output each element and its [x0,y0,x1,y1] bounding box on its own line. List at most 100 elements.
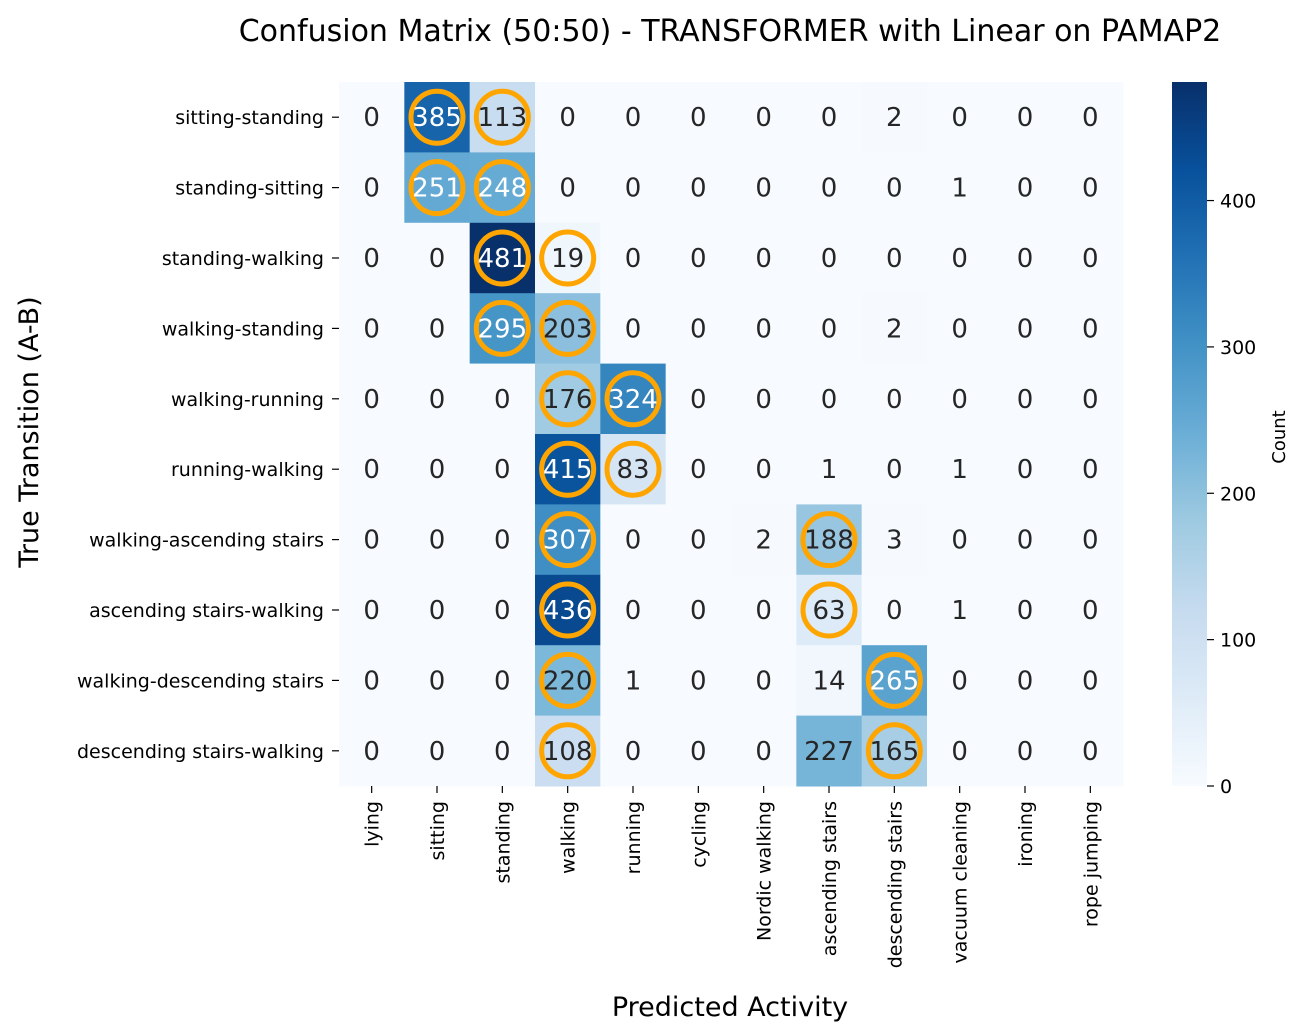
highlight-circle [473,299,531,357]
highlight-circle [408,159,466,217]
heatmap-cell [665,82,732,153]
cell-value-label: 0 [1017,174,1034,204]
cell-value-label: 0 [886,596,903,626]
cell-value-label: 0 [951,385,968,415]
colorbar-label: Count [1269,410,1290,463]
heatmap-cell [339,222,405,294]
heatmap-cell [861,363,928,435]
x-tick-label: ascending stairs [819,801,841,956]
highlight-circle [473,229,531,287]
heatmap-cell [861,152,928,224]
heatmap-cell [992,152,1059,224]
cell-value-label: 0 [886,244,903,274]
highlight-circle [800,511,858,569]
heatmap-cell [731,152,797,224]
x-tick-label: cycling [688,801,710,868]
cell-value-label: 248 [478,174,528,204]
cell-value-label: 0 [1017,455,1034,485]
colorbar-tick-label: 0 [1220,776,1232,798]
cell-value-label: 0 [363,174,380,204]
heatmap-cell [600,82,667,153]
y-tick-label: walking-ascending stairs [89,530,324,552]
cell-value-label: 481 [478,244,528,274]
heatmap-cell [665,293,732,365]
cell-value-label: 0 [559,174,576,204]
heatmap-cell [992,504,1059,576]
heatmap-cell [796,222,863,294]
heatmap-cell [992,82,1059,153]
cell-value-label: 0 [429,526,446,556]
cell-value-label: 0 [821,385,838,415]
y-tick-label: walking-running [171,389,324,411]
cell-value-label: 0 [1082,174,1099,204]
heatmap-cell [339,293,405,365]
cell-value-label: 0 [1082,103,1099,133]
highlight-circle [473,159,531,217]
cell-value-label: 0 [690,596,707,626]
colorbar-ticks: 0 100 200 300 400 [1207,191,1256,798]
cell-value-label: 2 [755,526,772,556]
cell-value-label: 0 [429,666,446,696]
heatmap-cell [404,715,471,787]
x-tick-label: rope jumping [1080,801,1102,927]
cell-value-label: 0 [429,314,446,344]
cell-value-label: 0 [625,526,642,556]
cell-value-label: 0 [886,385,903,415]
heatmap-cell [796,152,863,224]
heatmap-cell [796,434,863,505]
cell-value-label: 0 [363,455,380,485]
cell-value-label: 0 [494,385,511,415]
heatmap-cell [927,152,993,224]
cell-value-label: 14 [812,666,845,696]
heatmap-cell [861,293,928,365]
cell-value-label: 0 [429,244,446,274]
heatmap-cell [861,434,928,505]
cell-value-label: 188 [804,526,854,556]
cell-value-label: 2 [886,103,903,133]
heatmap-cell [339,504,405,576]
x-tick-label: ironing [1015,801,1037,867]
cell-value-label: 203 [543,314,593,344]
x-tick-label: Nordic walking [754,801,776,941]
heatmap-cell [600,152,667,224]
x-tick-label: lying [362,801,384,847]
heatmap-cell [927,363,993,435]
highlight-circle [865,722,923,780]
heatmap-cell [731,293,797,365]
cell-value-label: 0 [494,455,511,485]
heatmap-cell [927,574,993,646]
cell-value-label: 220 [543,666,593,696]
cell-value-label: 0 [363,596,380,626]
x-tick-label: standing [492,801,514,883]
heatmap-cell [796,645,863,717]
heatmap-cell [1057,715,1124,787]
heatmap-cell [1057,504,1124,576]
cell-value-label: 0 [625,314,642,344]
heatmap-cell [339,152,405,224]
heatmap-cell [665,715,732,787]
cell-value-label: 0 [755,103,772,133]
heatmap-cell [731,715,797,787]
heatmap-cell [404,363,471,435]
heatmap-cell [469,434,536,505]
cell-value-label: 0 [1017,666,1034,696]
cell-value-label: 0 [1017,596,1034,626]
cell-value-label: 176 [543,385,593,415]
cell-value-label: 0 [363,314,380,344]
cell-value-label: 0 [755,174,772,204]
heatmap-cell [927,82,993,153]
heatmap-cell [469,574,536,646]
cell-value-label: 0 [951,666,968,696]
heatmap-cell [339,434,405,505]
heatmap-cell [731,645,797,717]
cell-value-label: 436 [543,596,593,626]
heatmap-cell [861,82,928,153]
heatmap-cell [600,222,667,294]
heatmap-cell [731,574,797,646]
heatmap-cell [469,363,536,435]
cell-value-label: 1 [821,455,838,485]
heatmap-cell [927,645,993,717]
heatmap-cell [404,293,471,365]
highlight-circle [408,88,466,146]
